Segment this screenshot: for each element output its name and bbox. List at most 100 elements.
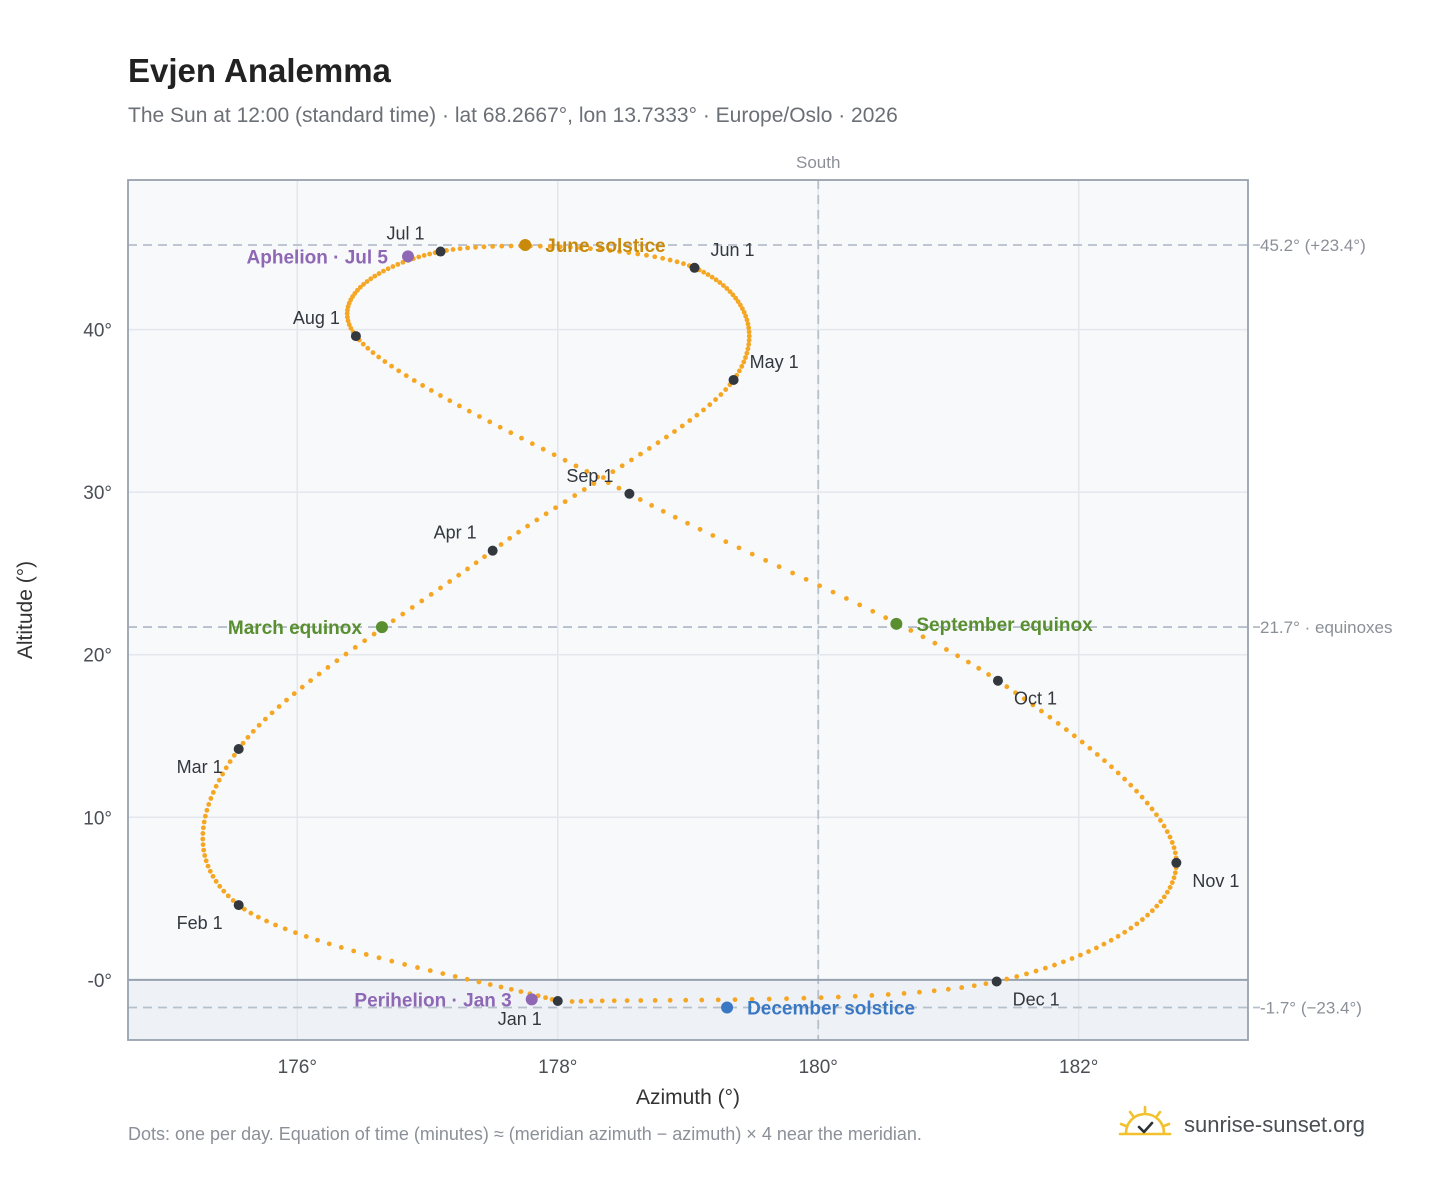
daily-dot bbox=[200, 825, 206, 831]
daily-dot bbox=[581, 487, 587, 492]
event-label: March equinox bbox=[228, 618, 363, 639]
daily-dot bbox=[660, 255, 666, 261]
daily-dot bbox=[221, 888, 227, 894]
daily-dot bbox=[348, 325, 354, 331]
daily-dot bbox=[1079, 739, 1085, 745]
daily-dot bbox=[971, 983, 977, 989]
daily-dot bbox=[1039, 708, 1044, 714]
daily-dot bbox=[740, 306, 745, 312]
daily-dot bbox=[857, 602, 863, 608]
daily-dot bbox=[201, 819, 207, 825]
daily-dot bbox=[389, 958, 395, 964]
daily-dot bbox=[835, 994, 841, 1000]
x-tick-label: 178° bbox=[538, 1057, 577, 1078]
daily-dot bbox=[293, 930, 298, 936]
daily-dot bbox=[746, 333, 752, 339]
daily-dot bbox=[343, 651, 349, 657]
daily-dot bbox=[736, 545, 742, 551]
daily-dot bbox=[562, 457, 568, 463]
daily-dot bbox=[776, 564, 782, 570]
daily-dot bbox=[540, 446, 546, 452]
daily-dot bbox=[220, 771, 225, 777]
daily-dot bbox=[1128, 925, 1134, 931]
daily-dot bbox=[201, 847, 207, 853]
daily-dot bbox=[578, 245, 583, 251]
daily-dot bbox=[646, 445, 652, 451]
daily-dot bbox=[1139, 794, 1145, 800]
event-marker bbox=[525, 993, 538, 1006]
daily-dot bbox=[326, 941, 332, 947]
daily-dot bbox=[818, 995, 824, 1001]
event-marker bbox=[375, 621, 388, 634]
daily-dot bbox=[701, 407, 706, 413]
month-marker bbox=[689, 262, 700, 273]
event-marker bbox=[890, 617, 903, 630]
brand-name[interactable]: sunrise-sunset.org bbox=[1184, 1112, 1365, 1137]
daily-dot bbox=[465, 566, 470, 572]
daily-dot bbox=[1161, 894, 1167, 900]
daily-dot bbox=[1122, 929, 1128, 935]
daily-dot bbox=[573, 463, 579, 469]
y-axis-title: Altitude (°) bbox=[14, 561, 37, 659]
daily-dot bbox=[264, 918, 269, 924]
daily-dot bbox=[1030, 702, 1036, 708]
daily-dot bbox=[529, 441, 535, 447]
daily-dot bbox=[213, 878, 219, 884]
daily-dot bbox=[262, 716, 268, 722]
daily-dot bbox=[743, 355, 748, 360]
daily-dot bbox=[421, 253, 427, 258]
daily-dot bbox=[534, 517, 540, 523]
daily-dot bbox=[1134, 921, 1140, 927]
event-marker bbox=[402, 250, 414, 263]
daily-dot bbox=[652, 997, 658, 1003]
daily-dot bbox=[732, 997, 738, 1003]
daily-dot bbox=[1004, 684, 1010, 690]
daily-dot bbox=[674, 259, 680, 265]
daily-dot bbox=[1102, 758, 1107, 764]
daily-dot bbox=[547, 244, 553, 249]
brand[interactable]: sunrise-sunset.org bbox=[1118, 1100, 1365, 1150]
daily-dot bbox=[1171, 875, 1177, 881]
daily-dot bbox=[381, 268, 386, 274]
daily-dot bbox=[450, 247, 456, 252]
daily-dot bbox=[672, 429, 677, 434]
daily-dot bbox=[551, 452, 557, 458]
daily-dot bbox=[959, 985, 965, 990]
daily-dot bbox=[1069, 956, 1075, 961]
daily-dot bbox=[1172, 850, 1178, 856]
daily-dot bbox=[629, 457, 634, 463]
daily-dot bbox=[487, 419, 493, 425]
daily-dot bbox=[737, 302, 743, 308]
daily-dot bbox=[1128, 782, 1134, 788]
daily-dot bbox=[1004, 976, 1010, 982]
daily-dot bbox=[741, 359, 747, 365]
daily-dot bbox=[240, 740, 246, 746]
daily-dot bbox=[371, 631, 377, 637]
daily-dot bbox=[744, 317, 750, 323]
daily-dot bbox=[1172, 870, 1178, 876]
daily-dot bbox=[364, 279, 370, 284]
daily-dot bbox=[210, 789, 216, 795]
daily-dot bbox=[207, 868, 213, 874]
daily-dot bbox=[210, 873, 216, 879]
sun-check-icon bbox=[1118, 1105, 1172, 1136]
daily-dot bbox=[345, 318, 351, 324]
daily-dot bbox=[250, 728, 256, 734]
daily-dot bbox=[931, 988, 937, 994]
daily-dot bbox=[705, 272, 711, 278]
daily-dot bbox=[1122, 776, 1128, 782]
daily-dot bbox=[508, 243, 514, 249]
daily-dot bbox=[498, 542, 504, 547]
month-marker bbox=[233, 900, 244, 911]
daily-dot bbox=[709, 274, 715, 280]
daily-dot bbox=[1139, 917, 1145, 922]
daily-dot bbox=[955, 653, 961, 659]
month-label: Jun 1 bbox=[711, 240, 755, 260]
daily-dot bbox=[1158, 899, 1164, 904]
daily-dot bbox=[718, 392, 724, 397]
daily-dot bbox=[601, 475, 606, 480]
daily-dot bbox=[325, 665, 331, 670]
daily-dot bbox=[727, 289, 733, 294]
daily-dot bbox=[885, 992, 891, 997]
daily-dot bbox=[1060, 959, 1066, 965]
